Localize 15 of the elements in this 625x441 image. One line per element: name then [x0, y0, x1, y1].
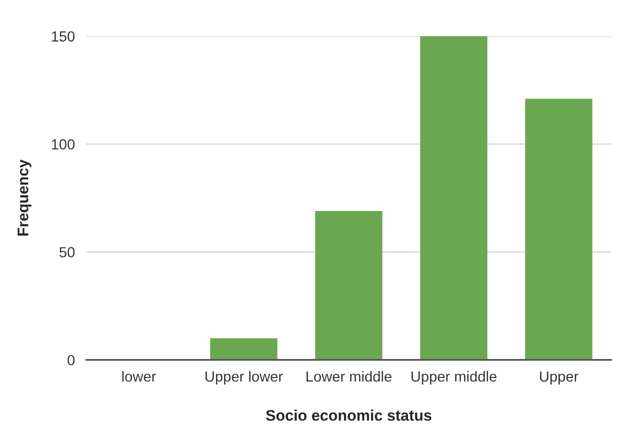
x-tick-label: lower [122, 370, 156, 382]
y-tick-label: 0 [68, 354, 75, 366]
x-tick-label: Upper [540, 372, 578, 385]
bar [315, 210, 382, 360]
bar [525, 98, 592, 360]
bar [420, 36, 488, 360]
x-tick-label: Upper lower [206, 370, 283, 385]
x-tick-label: Upper middle [412, 370, 496, 385]
x-tick-label: Lower middle [306, 370, 392, 382]
y-axis-title: Frequency [18, 159, 32, 236]
y-tick-label: 50 [60, 247, 75, 258]
y-tick-label: 150 [52, 31, 75, 42]
bar [210, 338, 278, 360]
y-tick-label: 100 [52, 139, 75, 150]
x-axis-title: Socio economic status [266, 410, 432, 421]
